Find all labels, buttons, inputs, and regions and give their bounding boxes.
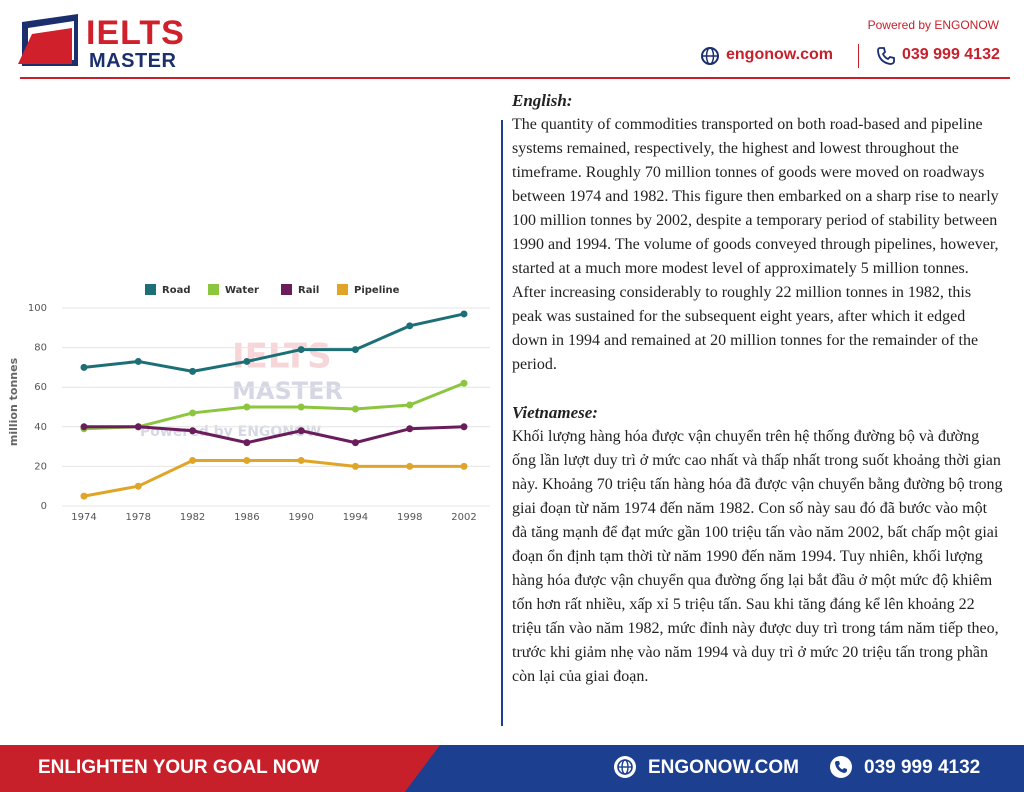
data-point <box>243 456 251 464</box>
data-point <box>406 401 414 409</box>
legend-label: Road <box>162 285 190 296</box>
legend-swatch <box>145 284 156 295</box>
data-point <box>134 482 142 490</box>
watermark: MASTER <box>232 377 343 405</box>
footer-website[interactable]: ENGONOW.COM <box>648 757 799 778</box>
phone-icon <box>877 47 895 65</box>
y-tick-label: 40 <box>34 422 47 433</box>
x-tick-label: 1998 <box>397 512 422 523</box>
x-tick-label: 1994 <box>343 512 368 523</box>
y-axis-label: million tonnes <box>7 357 20 446</box>
legend-label: Rail <box>298 285 319 296</box>
data-point <box>351 439 359 447</box>
y-tick-label: 60 <box>34 382 47 393</box>
data-point <box>351 462 359 470</box>
data-point <box>406 425 414 433</box>
logo-text: MASTER <box>89 50 177 72</box>
data-point <box>80 423 88 431</box>
data-point <box>460 462 468 470</box>
data-point <box>406 462 414 470</box>
footer-phone[interactable]: 039 999 4132 <box>864 757 981 778</box>
data-point <box>243 357 251 365</box>
data-point <box>189 456 197 464</box>
header-phone[interactable]: 039 999 4132 <box>902 46 1000 63</box>
data-point <box>243 403 251 411</box>
legend-label: Water <box>225 285 259 296</box>
logo-text: IELTS <box>86 14 185 52</box>
data-point <box>243 439 251 447</box>
section-heading: English: <box>512 91 573 110</box>
series-line <box>83 381 465 431</box>
x-tick-label: 2002 <box>451 512 476 523</box>
section-heading: Vietnamese: <box>512 403 598 422</box>
data-point <box>189 427 197 435</box>
x-tick-label: 1978 <box>126 512 151 523</box>
text-rule <box>501 120 503 726</box>
globe-icon <box>701 47 719 65</box>
y-tick-label: 80 <box>34 343 47 354</box>
data-point <box>189 367 197 375</box>
phone-icon <box>830 756 852 778</box>
powered-by: Powered by ENGONOW <box>867 18 999 32</box>
series-line <box>84 425 465 445</box>
watermark: IELTS <box>232 337 332 377</box>
data-point <box>80 492 88 500</box>
legend-swatch <box>337 284 348 295</box>
y-tick-label: 100 <box>28 303 47 314</box>
legend-swatch <box>208 284 219 295</box>
paragraph: Khối lượng hàng hóa được vận chuyển trên… <box>512 428 1003 685</box>
data-point <box>80 363 88 371</box>
data-point <box>297 346 305 354</box>
series-line <box>83 458 464 498</box>
data-point <box>297 456 305 464</box>
legend-label: Pipeline <box>354 285 400 296</box>
data-point <box>189 409 197 417</box>
footer-band <box>0 745 440 792</box>
divider <box>858 44 859 68</box>
series-line <box>83 312 465 373</box>
data-point <box>460 379 468 387</box>
data-point <box>134 357 142 365</box>
footer-slogan: ENLIGHTEN YOUR GOAL NOW <box>38 757 320 778</box>
legend-swatch <box>281 284 292 295</box>
data-point <box>460 310 468 318</box>
y-tick-label: 20 <box>34 461 47 472</box>
header-rule <box>20 77 1010 79</box>
paragraph: The quantity of commodities transported … <box>512 116 999 373</box>
logo-emblem <box>18 14 78 66</box>
data-point <box>351 346 359 354</box>
header-website[interactable]: engonow.com <box>726 46 833 63</box>
x-tick-label: 1990 <box>288 512 313 523</box>
x-tick-label: 1986 <box>234 512 259 523</box>
data-point <box>406 322 414 330</box>
data-point <box>460 423 468 431</box>
x-tick-label: 1982 <box>180 512 205 523</box>
data-point <box>134 423 142 431</box>
globe-icon <box>614 756 636 778</box>
x-tick-label: 1974 <box>71 512 96 523</box>
data-point <box>297 427 305 435</box>
data-point <box>297 403 305 411</box>
y-tick-label: 0 <box>41 501 47 512</box>
data-point <box>351 405 359 413</box>
text-column: English: The quantity of commodities tra… <box>512 89 1004 713</box>
